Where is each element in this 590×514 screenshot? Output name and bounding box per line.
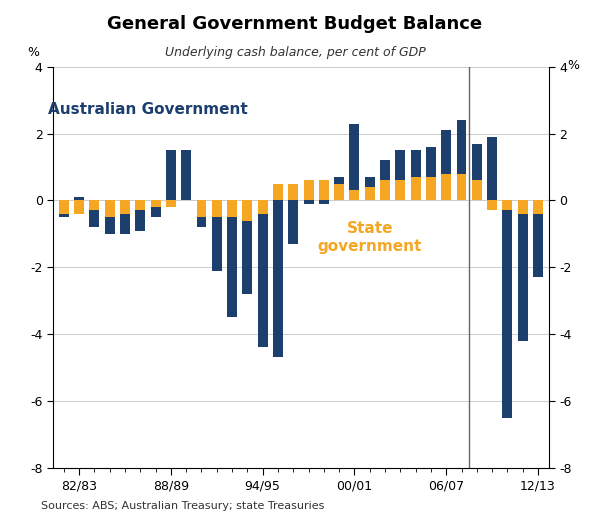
Bar [334, 177, 344, 200]
Bar [472, 180, 482, 200]
Text: State
government: State government [317, 221, 422, 253]
Bar [426, 177, 436, 200]
Bar [150, 200, 160, 207]
Bar [273, 184, 283, 200]
Bar [150, 200, 160, 217]
Bar [258, 200, 268, 214]
Bar [59, 200, 69, 217]
Bar [196, 200, 206, 227]
Bar [518, 200, 527, 341]
Bar [105, 200, 114, 234]
Bar [304, 180, 313, 200]
Bar [135, 200, 145, 211]
Bar [457, 174, 467, 200]
Bar [227, 200, 237, 217]
Bar [319, 200, 329, 204]
Bar [242, 200, 253, 294]
Y-axis label: %: % [27, 46, 40, 59]
Bar [120, 200, 130, 214]
Bar [120, 200, 130, 234]
Bar [365, 187, 375, 200]
Bar [380, 160, 390, 200]
Bar [319, 180, 329, 200]
Text: Underlying cash balance, per cent of GDP: Underlying cash balance, per cent of GDP [165, 46, 425, 59]
Bar [181, 151, 191, 200]
Bar [380, 180, 390, 200]
Bar [411, 151, 421, 200]
Bar [90, 200, 99, 211]
Bar [289, 200, 298, 244]
Bar [472, 144, 482, 200]
Bar [74, 197, 84, 200]
Text: Sources: ABS; Australian Treasury; state Treasuries: Sources: ABS; Australian Treasury; state… [41, 501, 325, 511]
Bar [166, 200, 176, 207]
Bar [212, 200, 222, 217]
Y-axis label: %: % [568, 59, 579, 72]
Bar [533, 200, 543, 214]
Bar [395, 151, 405, 200]
Bar [518, 200, 527, 214]
Bar [304, 200, 313, 204]
Bar [441, 174, 451, 200]
Bar [395, 180, 405, 200]
Bar [196, 200, 206, 217]
Bar [289, 184, 298, 200]
Bar [90, 200, 99, 227]
Bar [487, 200, 497, 211]
Bar [487, 137, 497, 200]
Bar [349, 124, 359, 200]
Bar [411, 177, 421, 200]
Bar [273, 200, 283, 358]
Bar [242, 200, 253, 221]
Bar [503, 200, 512, 211]
Bar [212, 200, 222, 271]
Bar [533, 200, 543, 278]
Bar [258, 200, 268, 347]
Bar [441, 131, 451, 200]
Bar [365, 177, 375, 200]
Bar [457, 120, 467, 200]
Bar [227, 200, 237, 318]
Text: General Government Budget Balance: General Government Budget Balance [107, 15, 483, 33]
Bar [503, 200, 512, 417]
Bar [74, 200, 84, 214]
Bar [426, 147, 436, 200]
Bar [334, 184, 344, 200]
Bar [105, 200, 114, 217]
Bar [166, 151, 176, 200]
Text: Australian Government: Australian Government [48, 102, 248, 117]
Bar [135, 200, 145, 231]
Bar [59, 200, 69, 214]
Bar [349, 191, 359, 200]
